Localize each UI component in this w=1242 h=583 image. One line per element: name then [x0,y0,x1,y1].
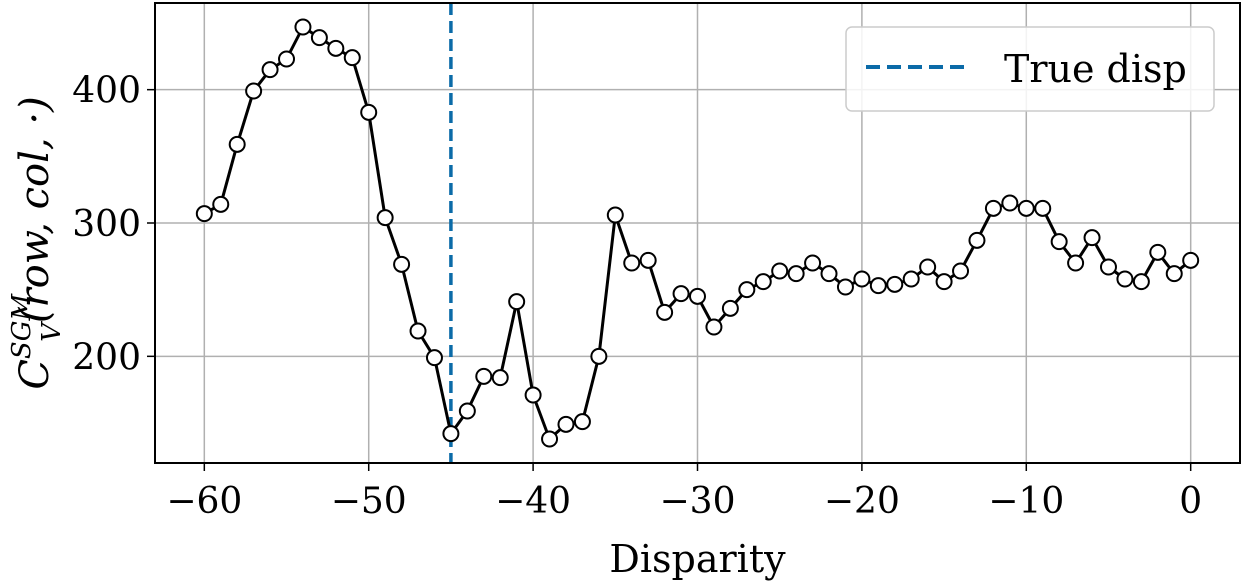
data-point [1116,270,1134,288]
data-point [1001,194,1019,212]
data-point [524,386,542,404]
data-point [294,18,312,36]
data-point [442,425,460,443]
data-point [195,205,213,223]
data-point [787,265,805,283]
data-point [606,206,624,224]
data-point [984,199,1002,217]
data-point [508,293,526,311]
x-tick-label: −50 [331,481,407,522]
data-point [1099,258,1117,276]
x-tick-label: 0 [1179,481,1202,522]
y-axis-label-args: (row, col, ·) [12,96,58,323]
y-axis-label-main: C [12,359,58,390]
data-point [820,265,838,283]
data-point [656,303,674,321]
data-point [672,285,690,303]
data-point [1132,273,1150,291]
y-axis-label: CSGMV(row, col, ·) [7,96,67,389]
data-point [212,195,230,213]
y-tick-label: 400 [72,71,141,112]
y-axis-label-superscript: SGM [7,292,37,359]
data-point [968,231,986,249]
data-point [639,251,657,269]
data-point [623,254,641,272]
x-tick-label: −40 [495,481,571,522]
data-point [836,278,854,296]
data-point [1017,199,1035,217]
data-point [409,322,427,340]
data-point [310,29,328,47]
y-tick-label: 200 [72,337,141,378]
data-point [689,287,706,305]
data-point [278,50,296,68]
data-point [245,82,263,100]
data-point [343,49,361,67]
data-point [327,39,345,57]
data-point [935,273,953,291]
data-point [919,258,937,276]
data-point [1149,243,1167,261]
data-point [1067,254,1085,272]
x-tick-label: −20 [824,481,900,522]
data-point [475,367,493,385]
data-point [1165,265,1183,283]
data-point [754,273,772,291]
y-axis-label-subscript: V [37,321,67,342]
data-point [376,209,394,227]
data-point [738,281,756,299]
data-point [573,413,591,431]
legend-box [845,26,1215,112]
data-point [869,277,887,295]
data-point [557,415,575,433]
data-point [360,103,378,121]
data-point [705,318,723,336]
x-tick-label: −10 [988,481,1064,522]
data-point [541,430,559,448]
series-layer [195,18,1200,448]
data-point [491,369,509,387]
x-axis: −60 −50 −40 −30 −20 −10 0 [166,463,1202,522]
data-point [1182,251,1200,269]
data-point [425,349,443,367]
data-point [1083,229,1101,247]
legend-label-true-disp: True disp [1004,47,1187,91]
x-axis-label: Disparity [609,537,786,581]
data-point [393,255,411,273]
x-tick-label: −30 [660,481,736,522]
data-point [458,402,476,420]
data-point [721,299,739,317]
x-tick-label: −60 [166,481,242,522]
data-point [902,270,920,288]
data-point [853,270,871,288]
data-point [1034,199,1052,217]
data-point [590,347,608,365]
data-point [228,135,246,153]
data-point [1050,233,1068,251]
data-point [886,275,904,293]
legend: True disp [845,26,1215,112]
data-point [804,254,822,272]
data-point [261,61,279,79]
data-point [771,262,789,280]
y-tick-label: 300 [72,204,141,245]
data-point [952,262,970,280]
y-axis: 200 300 400 [72,71,155,378]
